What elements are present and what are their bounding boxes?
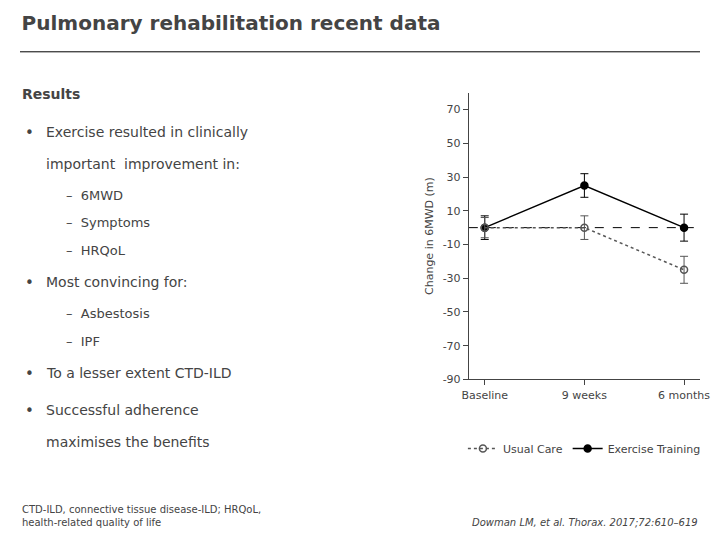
svg-text:6 months: 6 months: [658, 389, 710, 402]
svg-text:Dowman LM, et al. Thorax. 2017: Dowman LM, et al. Thorax. 2017;72:610–61…: [472, 517, 698, 528]
svg-text:9 weeks: 9 weeks: [562, 389, 607, 402]
svg-text:-50: -50: [443, 306, 461, 319]
svg-text:Baseline: Baseline: [461, 389, 508, 402]
svg-text:important improvement in:: important improvement in:: [46, 156, 240, 172]
svg-text:Exercise resulted in clinicall: Exercise resulted in clinically: [46, 124, 248, 140]
svg-text:Most convincing for:: Most convincing for:: [46, 274, 188, 290]
svg-text:-10: -10: [443, 238, 461, 251]
svg-text:•: •: [25, 365, 34, 383]
svg-text:Usual Care: Usual Care: [503, 443, 563, 456]
svg-text:– IPF: – IPF: [66, 334, 100, 349]
svg-text:Exercise Training: Exercise Training: [608, 443, 701, 456]
svg-text:CTD-ILD, connective tissue dis: CTD-ILD, connective tissue disease-ILD; …: [22, 504, 261, 528]
svg-text:– 6MWD: – 6MWD: [66, 188, 123, 203]
svg-text:•: •: [25, 124, 34, 142]
svg-text:10: 10: [447, 205, 461, 218]
svg-text:– HRQoL: – HRQoL: [66, 243, 126, 258]
svg-text:50: 50: [447, 137, 461, 150]
svg-text:Change in 6MWD (m): Change in 6MWD (m): [423, 177, 436, 295]
svg-text:-90: -90: [443, 373, 461, 386]
svg-text:To a lesser extent CTD-ILD: To a lesser extent CTD-ILD: [46, 365, 232, 381]
svg-text:-70: -70: [443, 340, 461, 353]
svg-text:30: 30: [447, 171, 461, 184]
svg-text:Results: Results: [22, 86, 80, 102]
svg-text:maximises the benefits: maximises the benefits: [46, 434, 210, 450]
svg-text:– Symptoms: – Symptoms: [66, 215, 150, 230]
svg-text:-30: -30: [443, 272, 461, 285]
svg-text:•: •: [25, 402, 34, 420]
svg-text:– Asbestosis: – Asbestosis: [66, 306, 150, 321]
svg-text:70: 70: [447, 103, 461, 116]
svg-text:Pulmonary rehabilitation recen: Pulmonary rehabilitation recent data: [22, 11, 441, 35]
svg-text:•: •: [25, 274, 34, 292]
svg-text:Successful adherence: Successful adherence: [46, 402, 199, 418]
